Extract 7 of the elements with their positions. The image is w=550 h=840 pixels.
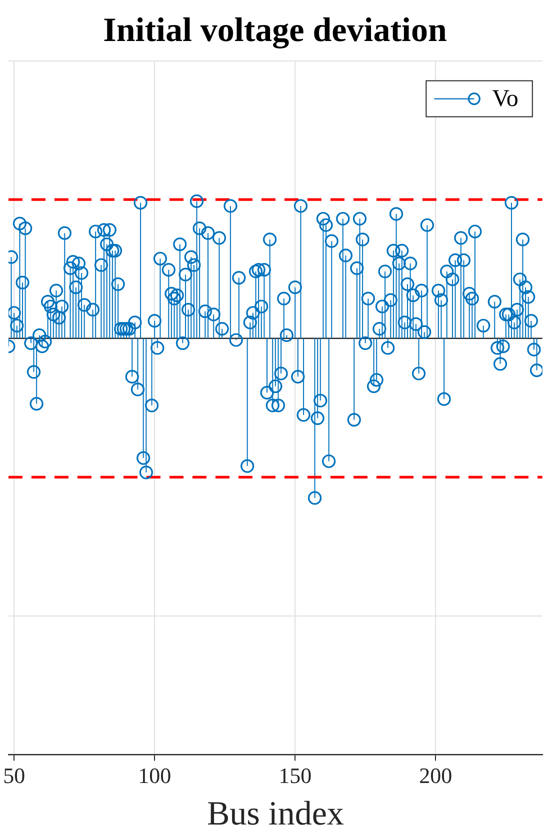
x-axis-title: Bus index: [206, 796, 344, 833]
x-tick-label: 100: [138, 762, 172, 788]
legend-label: Vo: [492, 86, 518, 112]
x-tick-label: 50: [3, 762, 26, 788]
x-tick-label: 200: [419, 762, 452, 788]
x-tick-label: 150: [278, 762, 312, 788]
chart-title: Initial voltage deviation: [103, 12, 447, 50]
